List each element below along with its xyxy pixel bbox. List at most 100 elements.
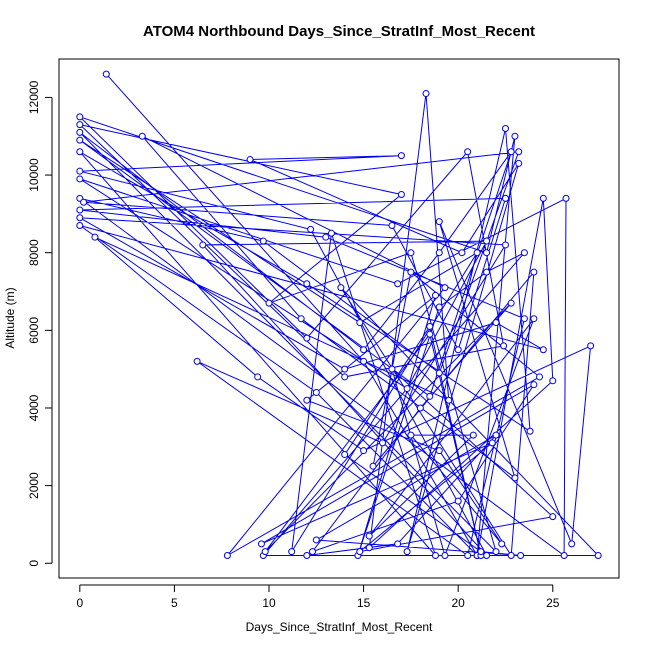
- data-point: [560, 551, 568, 559]
- data-point: [312, 536, 320, 544]
- data-point: [312, 388, 320, 396]
- data-point: [356, 319, 364, 327]
- data-point: [492, 431, 500, 439]
- y-tick-label: 2000: [27, 472, 41, 499]
- data-point: [397, 190, 405, 198]
- data-point: [431, 551, 439, 559]
- data-point: [341, 373, 349, 381]
- data-point: [337, 284, 345, 292]
- data-point: [259, 237, 267, 245]
- data-point: [223, 551, 231, 559]
- data-point: [76, 214, 84, 222]
- data-point: [297, 315, 305, 323]
- data-point: [549, 377, 557, 385]
- data-point: [530, 315, 538, 323]
- data-point: [403, 385, 411, 393]
- data-point: [365, 532, 373, 540]
- data-point: [445, 396, 453, 404]
- data-point: [483, 268, 491, 276]
- data-point: [303, 280, 311, 288]
- points-layer: [76, 70, 602, 559]
- data-point: [360, 447, 368, 455]
- x-axis-label: Days_Since_StratInf_Most_Recent: [246, 620, 433, 634]
- data-point: [539, 194, 547, 202]
- data-point: [454, 346, 462, 354]
- y-tick-label: 0: [27, 560, 41, 567]
- y-tick-label: 8000: [27, 239, 41, 266]
- data-point: [492, 319, 500, 327]
- data-point: [394, 280, 402, 288]
- data-point: [254, 373, 262, 381]
- data-point: [477, 548, 485, 556]
- data-point: [530, 268, 538, 276]
- data-point: [426, 322, 434, 330]
- data-point: [199, 241, 207, 249]
- chart-title: ATOM4 Northbound Days_Since_StratInf_Mos…: [143, 23, 535, 40]
- data-point: [422, 90, 430, 98]
- data-point: [407, 249, 415, 257]
- x-tick-label: 10: [262, 596, 276, 610]
- data-point: [394, 540, 402, 548]
- data-point: [515, 148, 523, 156]
- y-tick-label: 6000: [27, 317, 41, 344]
- data-point: [322, 233, 330, 241]
- data-point: [594, 551, 602, 559]
- data-point: [265, 299, 273, 307]
- data-point: [435, 369, 443, 377]
- data-point: [416, 404, 424, 412]
- data-point: [407, 431, 415, 439]
- data-point: [492, 548, 500, 556]
- data-point: [520, 315, 528, 323]
- data-point: [91, 233, 99, 241]
- data-point: [309, 548, 317, 556]
- x-tick-label: 5: [171, 596, 178, 610]
- data-point: [587, 342, 595, 350]
- x-tick-label: 15: [357, 596, 371, 610]
- data-point: [483, 249, 491, 257]
- y-tick-label: 10000: [27, 158, 41, 192]
- data-point: [360, 357, 368, 365]
- data-point: [303, 396, 311, 404]
- data-point: [76, 167, 84, 175]
- data-point: [257, 540, 265, 548]
- data-point: [193, 357, 201, 365]
- data-point: [76, 113, 84, 121]
- data-point: [388, 365, 396, 373]
- data-point: [327, 229, 335, 237]
- data-point: [469, 431, 477, 439]
- data-point: [530, 381, 538, 389]
- data-point: [76, 206, 84, 214]
- data-point: [507, 551, 515, 559]
- data-point: [426, 392, 434, 400]
- data-point: [397, 152, 405, 160]
- data-point: [356, 548, 364, 556]
- data-point: [562, 194, 570, 202]
- x-tick-label: 0: [76, 596, 83, 610]
- data-point: [341, 451, 349, 459]
- data-point: [464, 148, 472, 156]
- data-point: [483, 551, 491, 559]
- data-point: [303, 334, 311, 342]
- data-point: [520, 249, 528, 257]
- series-layer: [78, 73, 600, 558]
- data-point: [369, 462, 377, 470]
- series-line: [78, 73, 600, 558]
- data-point: [435, 447, 443, 455]
- data-point: [473, 249, 481, 257]
- data-point: [303, 551, 311, 559]
- data-point: [379, 439, 387, 447]
- data-point: [435, 303, 443, 311]
- data-point: [76, 136, 84, 144]
- data-point: [261, 548, 269, 556]
- data-point: [500, 342, 508, 350]
- data-point: [536, 373, 544, 381]
- y-axis-label: Altitude (m): [3, 287, 17, 348]
- data-point: [76, 222, 84, 230]
- data-point: [464, 551, 472, 559]
- data-point: [568, 540, 576, 548]
- data-point: [435, 218, 443, 226]
- y-axis: 0 2000 4000 6000 8000 10000 12000: [27, 80, 53, 567]
- data-point: [435, 249, 443, 257]
